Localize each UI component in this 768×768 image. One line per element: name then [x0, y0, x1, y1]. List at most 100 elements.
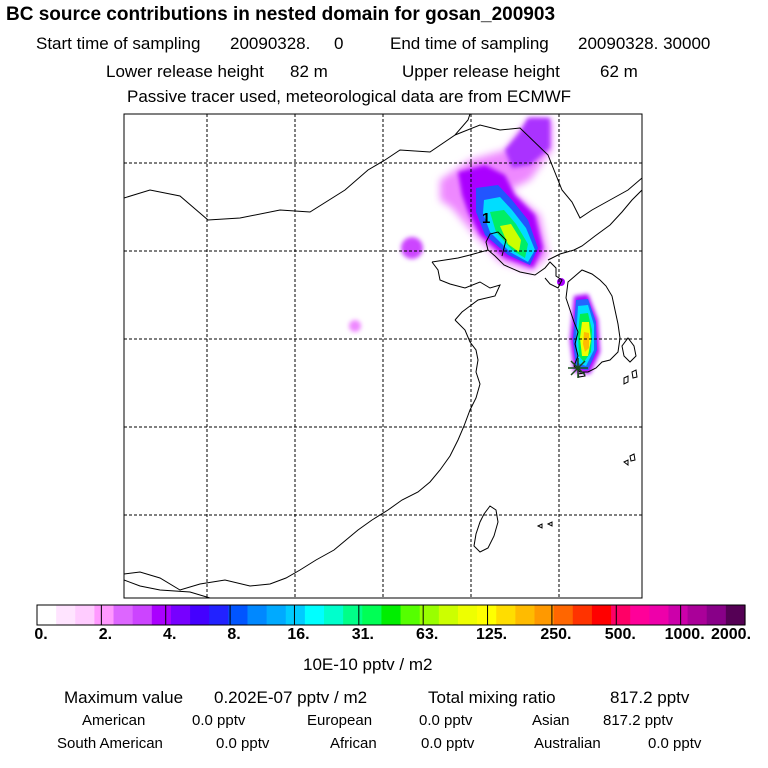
border-korea-north: [547, 189, 642, 261]
colorbar-cell: [170, 605, 191, 625]
chart-title: BC source contributions in nested domain…: [6, 4, 556, 25]
colorbar-cell: [400, 605, 421, 625]
mongolia-border: [124, 114, 471, 221]
colorbar-cell: [343, 605, 363, 625]
korea-peninsula: [565, 269, 621, 373]
end-time-value: 20090328. 30000: [578, 34, 711, 53]
colorbar-cell: [687, 605, 708, 625]
region-value: 817.2 pptv: [603, 712, 674, 729]
colorbar-cell: [572, 605, 593, 625]
colorbar-tick-label: 31.: [351, 626, 374, 643]
lower-height-label: Lower release height: [106, 62, 264, 81]
colorbar-tick-label: 0.: [34, 626, 48, 643]
region-name: South American: [57, 735, 163, 752]
colorbar-frame: [36, 604, 746, 626]
shandong: [431, 261, 501, 321]
colorbar-cell: [75, 605, 96, 625]
taiwan: [473, 505, 499, 553]
start-time-value: 20090328. 0: [230, 34, 344, 53]
region-value: 0.0 pptv: [421, 735, 475, 752]
colorbar-cell: [228, 605, 249, 625]
lower-height-value: 82 m: [290, 62, 328, 81]
colorbar-cell: [381, 605, 402, 625]
colorbar-cell: [132, 605, 153, 625]
receptor-star-marker: [568, 358, 588, 378]
border-northeast: [454, 124, 642, 219]
colorbar-separators: [100, 605, 682, 625]
region-name: American: [82, 712, 146, 729]
region-value: 0.0 pptv: [648, 735, 702, 752]
region-name: African: [330, 735, 377, 752]
colorbar-cell: [190, 605, 210, 625]
colorbar-cell: [591, 605, 612, 625]
region-name: Asian: [532, 712, 570, 729]
colorbar-cell: [706, 605, 727, 625]
tracer-note: Passive tracer used, meteorological data…: [127, 87, 572, 106]
bohai-coast: [431, 249, 563, 289]
colorbar-tick-label: 63.: [416, 626, 439, 643]
japan-islands-2: [631, 369, 638, 379]
plume-korea-orange: [583, 332, 589, 352]
plume-north: [349, 118, 565, 332]
colorbar-cell: [37, 605, 57, 625]
colorbar-cell: [56, 605, 76, 625]
japan-kyushu: [621, 337, 637, 363]
colorbar-cell: [725, 605, 746, 625]
region-name: Australian: [534, 735, 601, 752]
colorbar-cell: [611, 605, 631, 625]
colorbar-cell: [362, 605, 383, 625]
colorbar-cell: [496, 605, 516, 625]
colorbar-cell: [515, 605, 536, 625]
ryukyu-3: [536, 523, 543, 529]
colorbar-tick-label: 500.: [604, 626, 636, 643]
colorbar-cell: [630, 605, 650, 625]
ryukyu-2: [623, 459, 629, 466]
max-source-label: 1: [482, 210, 490, 227]
total-mixing-value: 817.2 pptv: [610, 688, 690, 707]
colorbar-cell: [438, 605, 459, 625]
colorbar-tick-label: 4.: [163, 626, 177, 643]
colorbar-cell: [457, 605, 478, 625]
colorbar-cell: [247, 605, 268, 625]
end-time-label: End time of sampling: [390, 34, 549, 53]
colorbar-cell: [209, 605, 229, 625]
colorbar-cell: [534, 605, 555, 625]
start-time-label: Start time of sampling: [36, 34, 201, 53]
plume-north-yellow: [500, 224, 521, 252]
coastlines: [124, 114, 642, 598]
colorbar-tick-label: 16.: [287, 626, 310, 643]
colorbar-cell: [94, 605, 115, 625]
colorbar-tick-label: 2000.: [710, 626, 752, 643]
max-value-label: Maximum value: [64, 688, 184, 707]
source-contribution-map: 1: [123, 113, 643, 599]
ryukyu-1: [629, 453, 636, 462]
plume-spot-1: [401, 237, 423, 259]
region-value: 0.0 pptv: [192, 712, 246, 729]
colorbar-cell: [324, 605, 344, 625]
region-value: 0.0 pptv: [216, 735, 270, 752]
colorbar-cell: [266, 605, 287, 625]
colorbar-tick-label: 250.: [540, 626, 572, 643]
plume-north-purple-cap: [505, 118, 550, 168]
china-east-coast: [124, 319, 481, 591]
japan-islands-1: [623, 375, 629, 385]
colorbar-cell: [151, 605, 172, 625]
colorbar-tick-label: 125.: [475, 626, 508, 643]
colorbar-cells: [37, 605, 746, 625]
total-mixing-label: Total mixing ratio: [428, 688, 556, 707]
hainan-gulf: [124, 579, 211, 598]
colorbar-cell: [304, 605, 325, 625]
region-name: European: [307, 712, 373, 729]
max-value: 0.202E-07 pptv / m2: [214, 688, 368, 707]
colorbar-unit-label: 10E-10 pptv / m2: [303, 655, 433, 674]
map-frame: [123, 113, 643, 599]
colorbar-cell: [419, 605, 440, 625]
colorbar: [36, 604, 746, 626]
colorbar-tick-label: 8.: [227, 626, 241, 643]
liaodong: [485, 231, 507, 257]
colorbar-cell: [113, 605, 134, 625]
colorbar-cell: [285, 605, 306, 625]
colorbar-cell: [477, 605, 497, 625]
upper-height-label: Upper release height: [402, 62, 560, 81]
upper-height-value: 62 m: [600, 62, 638, 81]
